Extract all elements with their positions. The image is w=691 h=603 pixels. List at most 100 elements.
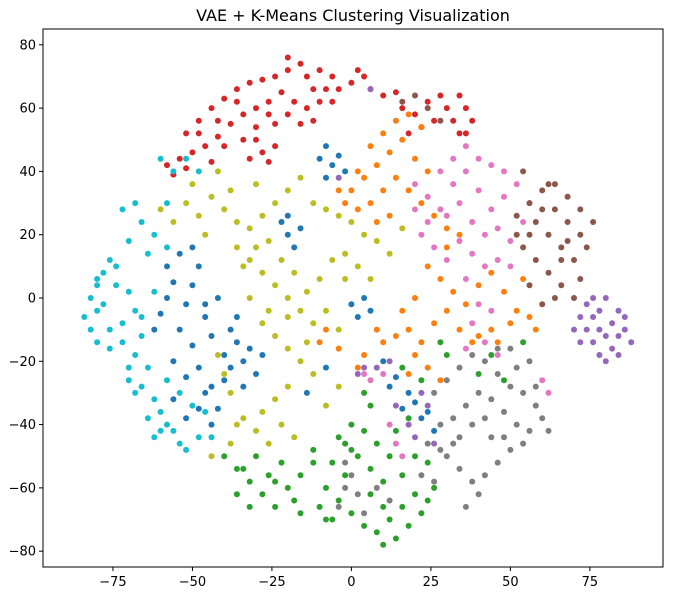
scatter-point [412,181,418,188]
scatter-point [456,434,463,441]
scatter-point [316,339,323,346]
scatter-point [488,326,495,333]
scatter-point [469,117,476,124]
scatter-point [208,453,215,460]
scatter-point [501,288,507,295]
scatter-point [183,165,190,172]
scatter-point [195,405,202,412]
scatter-point [437,339,444,346]
scatter-point [583,301,590,308]
scatter-point [272,396,279,403]
scatter-point [265,111,272,118]
scatter-point [481,472,488,479]
scatter-point [354,453,361,460]
scatter-point [189,342,196,349]
scatter-point [329,459,336,466]
scatter-point [507,263,514,270]
scatter-point [443,212,450,219]
scatter-point [278,421,285,428]
scatter-point [367,491,374,498]
scatter-point [405,326,412,333]
scatter-point [405,111,412,118]
scatter-point [361,231,368,238]
scatter-point [431,117,438,124]
scatter-point [132,200,139,207]
scatter-point [437,117,444,124]
scatter-point [507,320,514,327]
scatter-point [532,383,539,390]
scatter-point [424,263,431,270]
scatter-point [183,415,190,422]
scatter-point [431,212,438,219]
scatter-point [246,478,253,485]
scatter-point [399,503,406,510]
scatter-point [297,510,304,517]
scatter-point [399,136,406,143]
scatter-point [462,168,469,175]
scatter-point [284,111,291,118]
scatter-point [221,371,228,377]
scatter-point [488,307,495,314]
scatter-point [233,465,240,472]
scatter-point [113,263,120,270]
scatter-point [450,288,457,295]
scatter-point [494,257,501,263]
scatter-point [583,326,590,333]
scatter-point [157,206,164,213]
scatter-point [380,503,387,510]
scatter-point [342,276,349,282]
y-tick-label: 20 [19,228,36,243]
scatter-point [278,257,285,263]
scatter-point [284,295,291,301]
scatter-point [628,339,635,346]
scatter-point [316,503,323,510]
scatter-point [380,130,387,137]
scatter-point [475,389,482,396]
scatter-point [272,120,279,127]
scatter-point [399,225,406,232]
scatter-point [392,535,399,542]
x-tick-label: −50 [179,575,206,590]
scatter-point [348,219,355,225]
scatter-point [602,295,609,301]
scatter-point [424,364,431,371]
scatter-point [202,143,209,150]
scatter-point [354,263,361,270]
scatter-point [443,257,450,263]
scatter-point [386,383,393,390]
scatter-point [183,446,190,453]
scatter-point [195,168,202,175]
scatter-point [564,193,571,200]
scatter-point [367,377,374,384]
scatter-point [424,193,431,200]
scatter-point [164,263,170,270]
scatter-point [87,295,94,301]
scatter-point [157,408,164,415]
scatter-point [214,352,221,358]
scatter-point [596,352,603,358]
scatter-point [437,276,444,282]
scatter-point [380,371,387,377]
scatter-point [297,120,304,127]
chart-title: VAE + K-Means Clustering Visualization [196,6,510,25]
scatter-point [240,465,247,472]
scatter-point [443,244,450,251]
scatter-point [418,389,425,396]
x-tick-label: −25 [258,575,285,590]
scatter-point [373,219,380,225]
scatter-point [354,371,361,377]
scatter-point [253,181,259,188]
scatter-point [214,295,221,301]
scatter-point [386,453,393,460]
scatter-point [348,510,355,517]
scatter-point [348,301,355,308]
scatter-point [227,364,234,371]
scatter-point [284,67,291,74]
scatter-point [526,231,533,238]
scatter-point [532,219,539,225]
scatter-point [488,352,495,358]
scatter-point [323,143,329,150]
scatter-point [164,162,170,169]
scatter-point [462,402,469,409]
scatter-point [354,364,361,371]
